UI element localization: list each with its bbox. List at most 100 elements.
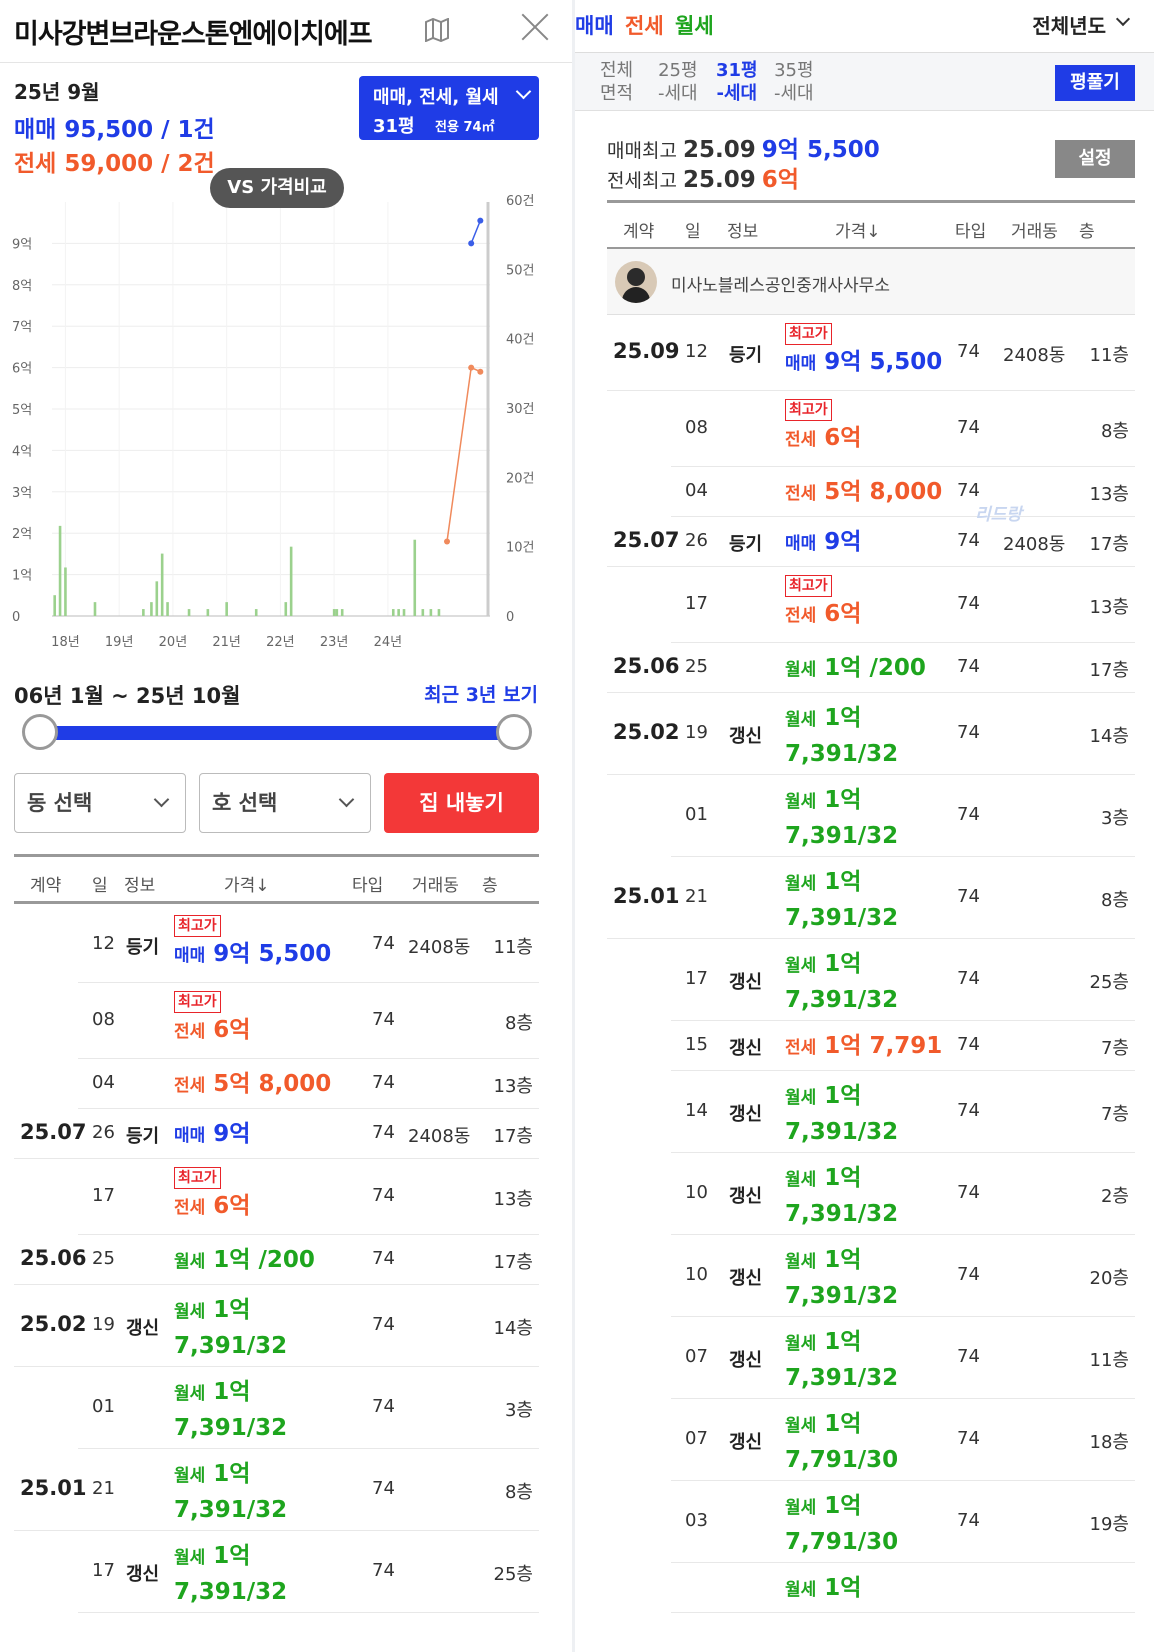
- table-row[interactable]: 10 갱신 월세 1억 7,391/32 74 20층: [671, 1235, 1135, 1317]
- row-day: 07: [685, 1346, 708, 1367]
- price-value: 6억: [213, 1193, 251, 1219]
- row-day: 10: [685, 1264, 708, 1285]
- header-col[interactable]: 가격↓: [224, 876, 270, 896]
- vs-compare-button[interactable]: VS 가격비교: [210, 168, 344, 208]
- deal-type: 매매: [174, 946, 206, 966]
- row-price: 매매 9억: [785, 525, 861, 561]
- table-row[interactable]: 10 갱신 월세 1억 7,391/32 74 2층: [671, 1153, 1135, 1235]
- year-select[interactable]: 전체년도: [1032, 14, 1106, 38]
- price-value: 1억: [824, 1083, 862, 1109]
- table-row[interactable]: 25.07 26 등기 매매 9억 74 2408동 17층: [607, 517, 1135, 567]
- row-price: 최고가 전세 6억: [174, 1167, 250, 1225]
- tab-deal-type[interactable]: 전세: [625, 14, 664, 38]
- close-icon[interactable]: [520, 12, 550, 42]
- pyeong-toggle-button[interactable]: 평풀기: [1055, 65, 1135, 101]
- table-row[interactable]: 25.01 21 월세 1억 7,391/32 74 8층: [607, 857, 1135, 939]
- recent-3y-link[interactable]: 최근 3년 보기: [424, 684, 538, 706]
- volume-bar: [402, 609, 406, 616]
- row-day: 17: [685, 968, 708, 989]
- price-value: 1억: [824, 787, 862, 813]
- table-row[interactable]: 07 갱신 월세 1억 7,791/30 74 18층: [671, 1399, 1135, 1481]
- table-row[interactable]: 25.01 21 월세 1억 7,391/32 74 8층: [14, 1449, 539, 1531]
- row-info: 갱신: [126, 1318, 160, 1339]
- table-row[interactable]: 08 최고가 전세 6억 74 8층: [78, 983, 539, 1059]
- y-tick-label: 1억: [12, 569, 32, 584]
- row-price: 월세 1억 7,391/32: [174, 1457, 287, 1527]
- agent-row[interactable]: 미사노블레스공인중개사사무소: [607, 249, 1135, 315]
- filter-dropdown[interactable]: 매매, 전세, 월세 31평 전용 74㎡: [359, 76, 539, 140]
- table-row[interactable]: 25.02 19 갱신 월세 1억 7,391/32 74 14층: [607, 693, 1135, 775]
- price-text: 월세 1억: [785, 1161, 898, 1197]
- price-value: 1억: [824, 1575, 862, 1601]
- header-divider: [575, 52, 1154, 53]
- y-tick-label: 2억: [12, 527, 32, 542]
- price-value-2: 7,391/32: [785, 823, 899, 849]
- area-option[interactable]: 25평 -세대: [658, 59, 698, 105]
- area-option-top: 25평: [658, 60, 698, 81]
- area-option[interactable]: 31평 -세대: [716, 59, 758, 105]
- price-text: 월세 1억: [785, 1489, 898, 1525]
- row-day: 19: [685, 722, 708, 743]
- area-option[interactable]: 35평 -세대: [774, 59, 814, 105]
- table-row[interactable]: 25.02 19 갱신 월세 1억 7,391/32 74 14층: [14, 1285, 539, 1367]
- price-value: 1억 /200: [213, 1247, 315, 1273]
- table-row[interactable]: 01 월세 1억 7,391/32 74 3층: [78, 1367, 539, 1449]
- chevron-down-icon[interactable]: [1115, 11, 1131, 27]
- tab-deal-type[interactable]: 월세: [675, 14, 714, 38]
- settings-button[interactable]: 설정: [1055, 140, 1135, 178]
- table-row[interactable]: 08 최고가 전세 6억 74 8층: [671, 391, 1135, 467]
- table-row[interactable]: 14 갱신 월세 1억 7,391/32 74 7층: [671, 1071, 1135, 1153]
- row-type: 74: [372, 1185, 395, 1206]
- table-row[interactable]: 07 갱신 월세 1억 7,391/32 74 11층: [671, 1317, 1135, 1399]
- table-row[interactable]: 17 최고가 전세 6억 74 13층: [78, 1159, 539, 1235]
- table-row[interactable]: 04 전세 5억 8,000 74 13층: [671, 467, 1135, 517]
- slider-start-handle[interactable]: [22, 714, 58, 750]
- row-type: 74: [372, 1009, 395, 1030]
- map-icon[interactable]: [424, 18, 450, 42]
- y-tick-label: 8억: [12, 279, 32, 294]
- table-row[interactable]: 04 전세 5억 8,000 74 13층: [78, 1059, 539, 1109]
- slider-end-handle[interactable]: [496, 714, 532, 750]
- table-row[interactable]: 03 월세 1억 7,791/30 74 19층: [671, 1481, 1135, 1563]
- table-row[interactable]: 25.09 12 등기 최고가 매매 9억 5,500 74 2408동 11층: [607, 315, 1135, 391]
- row-info: 갱신: [729, 1038, 763, 1059]
- header-col[interactable]: 가격↓: [835, 222, 881, 242]
- price-value-2: 7,791/30: [785, 1447, 899, 1473]
- row-price: 최고가 전세 6억: [174, 991, 250, 1049]
- price-value: 5억 8,000: [213, 1071, 332, 1097]
- price-value-2: 7,391/32: [174, 1497, 288, 1523]
- table-row[interactable]: 17 갱신 월세 1억 7,391/32 74 25층: [671, 939, 1135, 1021]
- dong-select[interactable]: 동 선택: [14, 773, 186, 833]
- x-tick-label: 19년: [105, 635, 134, 650]
- row-price: 월세 1억 7,391/32: [785, 1079, 898, 1149]
- filter-area: 전용 74㎡: [435, 120, 495, 135]
- volume-bar: [429, 609, 433, 616]
- table-row[interactable]: 25.06 25 월세 1억 /200 74 17층: [14, 1235, 539, 1285]
- table-row[interactable]: 25.06 25 월세 1억 /200 74 17층: [607, 643, 1135, 693]
- price-text: 전세 1억 7,791: [785, 1029, 942, 1065]
- area-option[interactable]: 전체 면적: [600, 59, 633, 105]
- row-price: 월세 1억 7,391/32: [785, 783, 898, 853]
- table-row[interactable]: 01 월세 1억 7,391/32 74 3층: [671, 775, 1135, 857]
- table-row[interactable]: 12 등기 최고가 매매 9억 5,500 74 2408동 11층: [78, 907, 539, 983]
- tab-deal-type[interactable]: 매매: [575, 14, 614, 38]
- price-text: 매매 9억 5,500: [174, 937, 331, 973]
- price-value: 1억: [824, 951, 862, 977]
- deal-type: 월세: [785, 660, 817, 680]
- price-value: 1억: [824, 869, 862, 895]
- price-value-2: 7,391/32: [785, 905, 899, 931]
- ho-select[interactable]: 호 선택: [199, 773, 371, 833]
- y-tick-label: 4억: [12, 444, 32, 459]
- y-tick-label: 5억: [12, 403, 32, 418]
- period-slider-track[interactable]: [40, 726, 514, 740]
- table-row[interactable]: 월세 1억: [671, 1563, 1135, 1613]
- table-row[interactable]: 17 갱신 월세 1억 7,391/32 74 25층: [78, 1531, 539, 1613]
- row-type: 74: [957, 1346, 980, 1367]
- table-row[interactable]: 17 최고가 전세 6억 74 13층: [671, 567, 1135, 643]
- table-header: 계약 일 정보 가격↓ 타입 거래동 층: [607, 200, 1135, 250]
- table-row[interactable]: 15 갱신 전세 1억 7,791 74 7층: [671, 1021, 1135, 1071]
- price-text: 월세 1억: [785, 701, 898, 737]
- table-row[interactable]: 25.07 26 등기 매매 9억 74 2408동 17층: [14, 1109, 539, 1159]
- row-day: 25: [92, 1248, 115, 1269]
- list-house-button[interactable]: 집 내놓기: [384, 773, 539, 833]
